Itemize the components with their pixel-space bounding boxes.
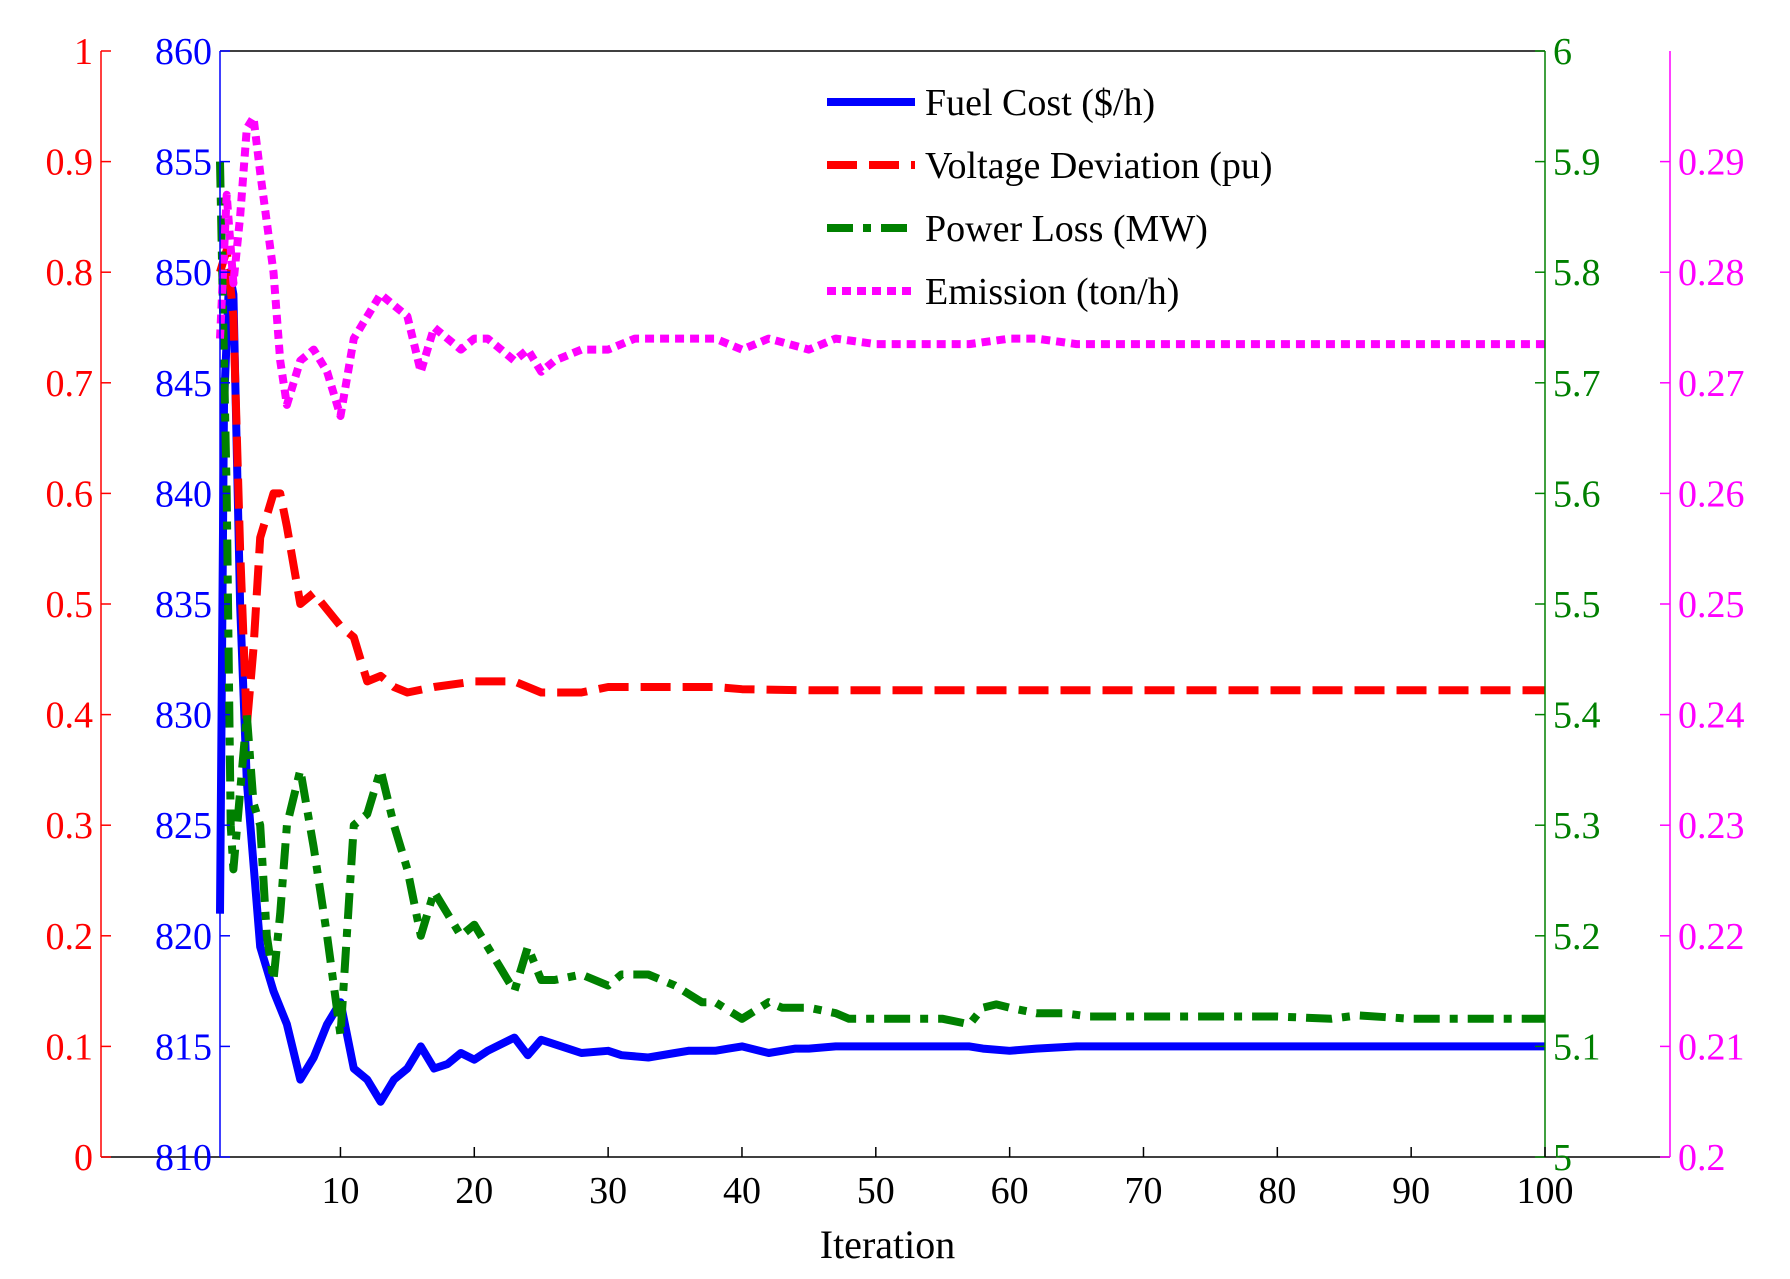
y-tick-label-loss: 5.1: [1553, 1026, 1601, 1068]
y-tick-label-fuel: 820: [155, 916, 212, 958]
x-tick-label: 30: [589, 1170, 627, 1212]
y-tick-label-emission: 0.23: [1678, 805, 1745, 847]
y-tick-label-fuel: 835: [155, 584, 212, 626]
y-tick-label-emission: 0.22: [1678, 916, 1745, 958]
x-tick-label: 70: [1124, 1170, 1162, 1212]
x-tick-label: 80: [1258, 1170, 1296, 1212]
x-tick-label: 20: [455, 1170, 493, 1212]
y-tick-label-voltage: 0.3: [46, 805, 94, 847]
y-tick-label-voltage: 0.9: [46, 142, 94, 184]
y-tick-label-loss: 5.2: [1553, 916, 1601, 958]
y-tick-label-emission: 0.25: [1678, 584, 1745, 626]
y-tick-label-fuel: 840: [155, 473, 212, 515]
y-tick-label-voltage: 0.7: [46, 363, 94, 405]
y-tick-label-voltage: 1: [74, 31, 93, 73]
y-tick-label-loss: 5.7: [1553, 363, 1601, 405]
y-tick-label-voltage: 0.2: [46, 916, 94, 958]
y-tick-label-loss: 5.8: [1553, 252, 1601, 294]
x-tick-label: 100: [1517, 1170, 1574, 1212]
x-tick-label: 40: [723, 1170, 761, 1212]
legend-label-fuel: Fuel Cost ($/h): [925, 82, 1155, 124]
y-tick-label-loss: 5.9: [1553, 142, 1601, 184]
y-tick-label-voltage: 0.1: [46, 1026, 94, 1068]
y-tick-label-fuel: 825: [155, 805, 212, 847]
series-line-emission: [216, 113, 1545, 420]
axes-layer: 0 0.1 0.2 0.3 0.4 0.5 0.6 0.7 0.8 0.9 1 810 815 820 82…: [46, 31, 1745, 1212]
y-tick-label-emission: 0.24: [1678, 695, 1745, 737]
y-tick-label-voltage: 0: [74, 1137, 93, 1179]
y-tick-label-fuel: 845: [155, 363, 212, 405]
x-tick-label: 90: [1392, 1170, 1430, 1212]
y-tick-label-fuel: 860: [155, 31, 212, 73]
legend-label-voltage: Voltage Deviation (pu): [925, 145, 1273, 187]
y-tick-label-emission: 0.2: [1678, 1137, 1726, 1179]
series-line-loss: [216, 161, 1545, 1040]
y-tick-label-fuel: 815: [155, 1026, 212, 1068]
series-line-voltage: [216, 246, 1545, 730]
y-tick-label-loss: 5: [1553, 1137, 1572, 1179]
y-tick-label-fuel: 850: [155, 252, 212, 294]
y-tick-label-emission: 0.28: [1678, 252, 1745, 294]
y-tick-label-loss: 5.5: [1553, 584, 1601, 626]
y-tick-label-voltage: 0.4: [46, 695, 94, 737]
y-tick-label-emission: 0.27: [1678, 363, 1745, 405]
series-layer: [216, 113, 1545, 1106]
y-tick-label-emission: 0.26: [1678, 473, 1745, 515]
x-tick-label: 10: [321, 1170, 359, 1212]
x-axis-label: Iteration: [820, 1222, 956, 1267]
y-tick-label-loss: 6: [1553, 31, 1572, 73]
x-tick-label: 60: [991, 1170, 1029, 1212]
y-tick-label-voltage: 0.6: [46, 473, 94, 515]
y-tick-label-fuel: 830: [155, 695, 212, 737]
series-line-fuel: [216, 268, 1545, 1106]
y-tick-label-loss: 5.4: [1553, 695, 1601, 737]
y-tick-label-loss: 5.6: [1553, 473, 1601, 515]
x-tick-label: 50: [857, 1170, 895, 1212]
y-tick-label-emission: 0.29: [1678, 142, 1745, 184]
y-tick-label-fuel: 855: [155, 142, 212, 184]
legend-label-emission: Emission (ton/h): [925, 271, 1179, 313]
legend-label-loss: Power Loss (MW): [925, 208, 1208, 250]
y-tick-label-voltage: 0.8: [46, 252, 94, 294]
y-tick-label-emission: 0.21: [1678, 1026, 1745, 1068]
y-tick-label-voltage: 0.5: [46, 584, 94, 626]
y-tick-label-fuel: 810: [155, 1137, 212, 1179]
y-tick-label-loss: 5.3: [1553, 805, 1601, 847]
legend: Fuel Cost ($/h) Voltage Deviation (pu) Pow…: [827, 82, 1273, 313]
